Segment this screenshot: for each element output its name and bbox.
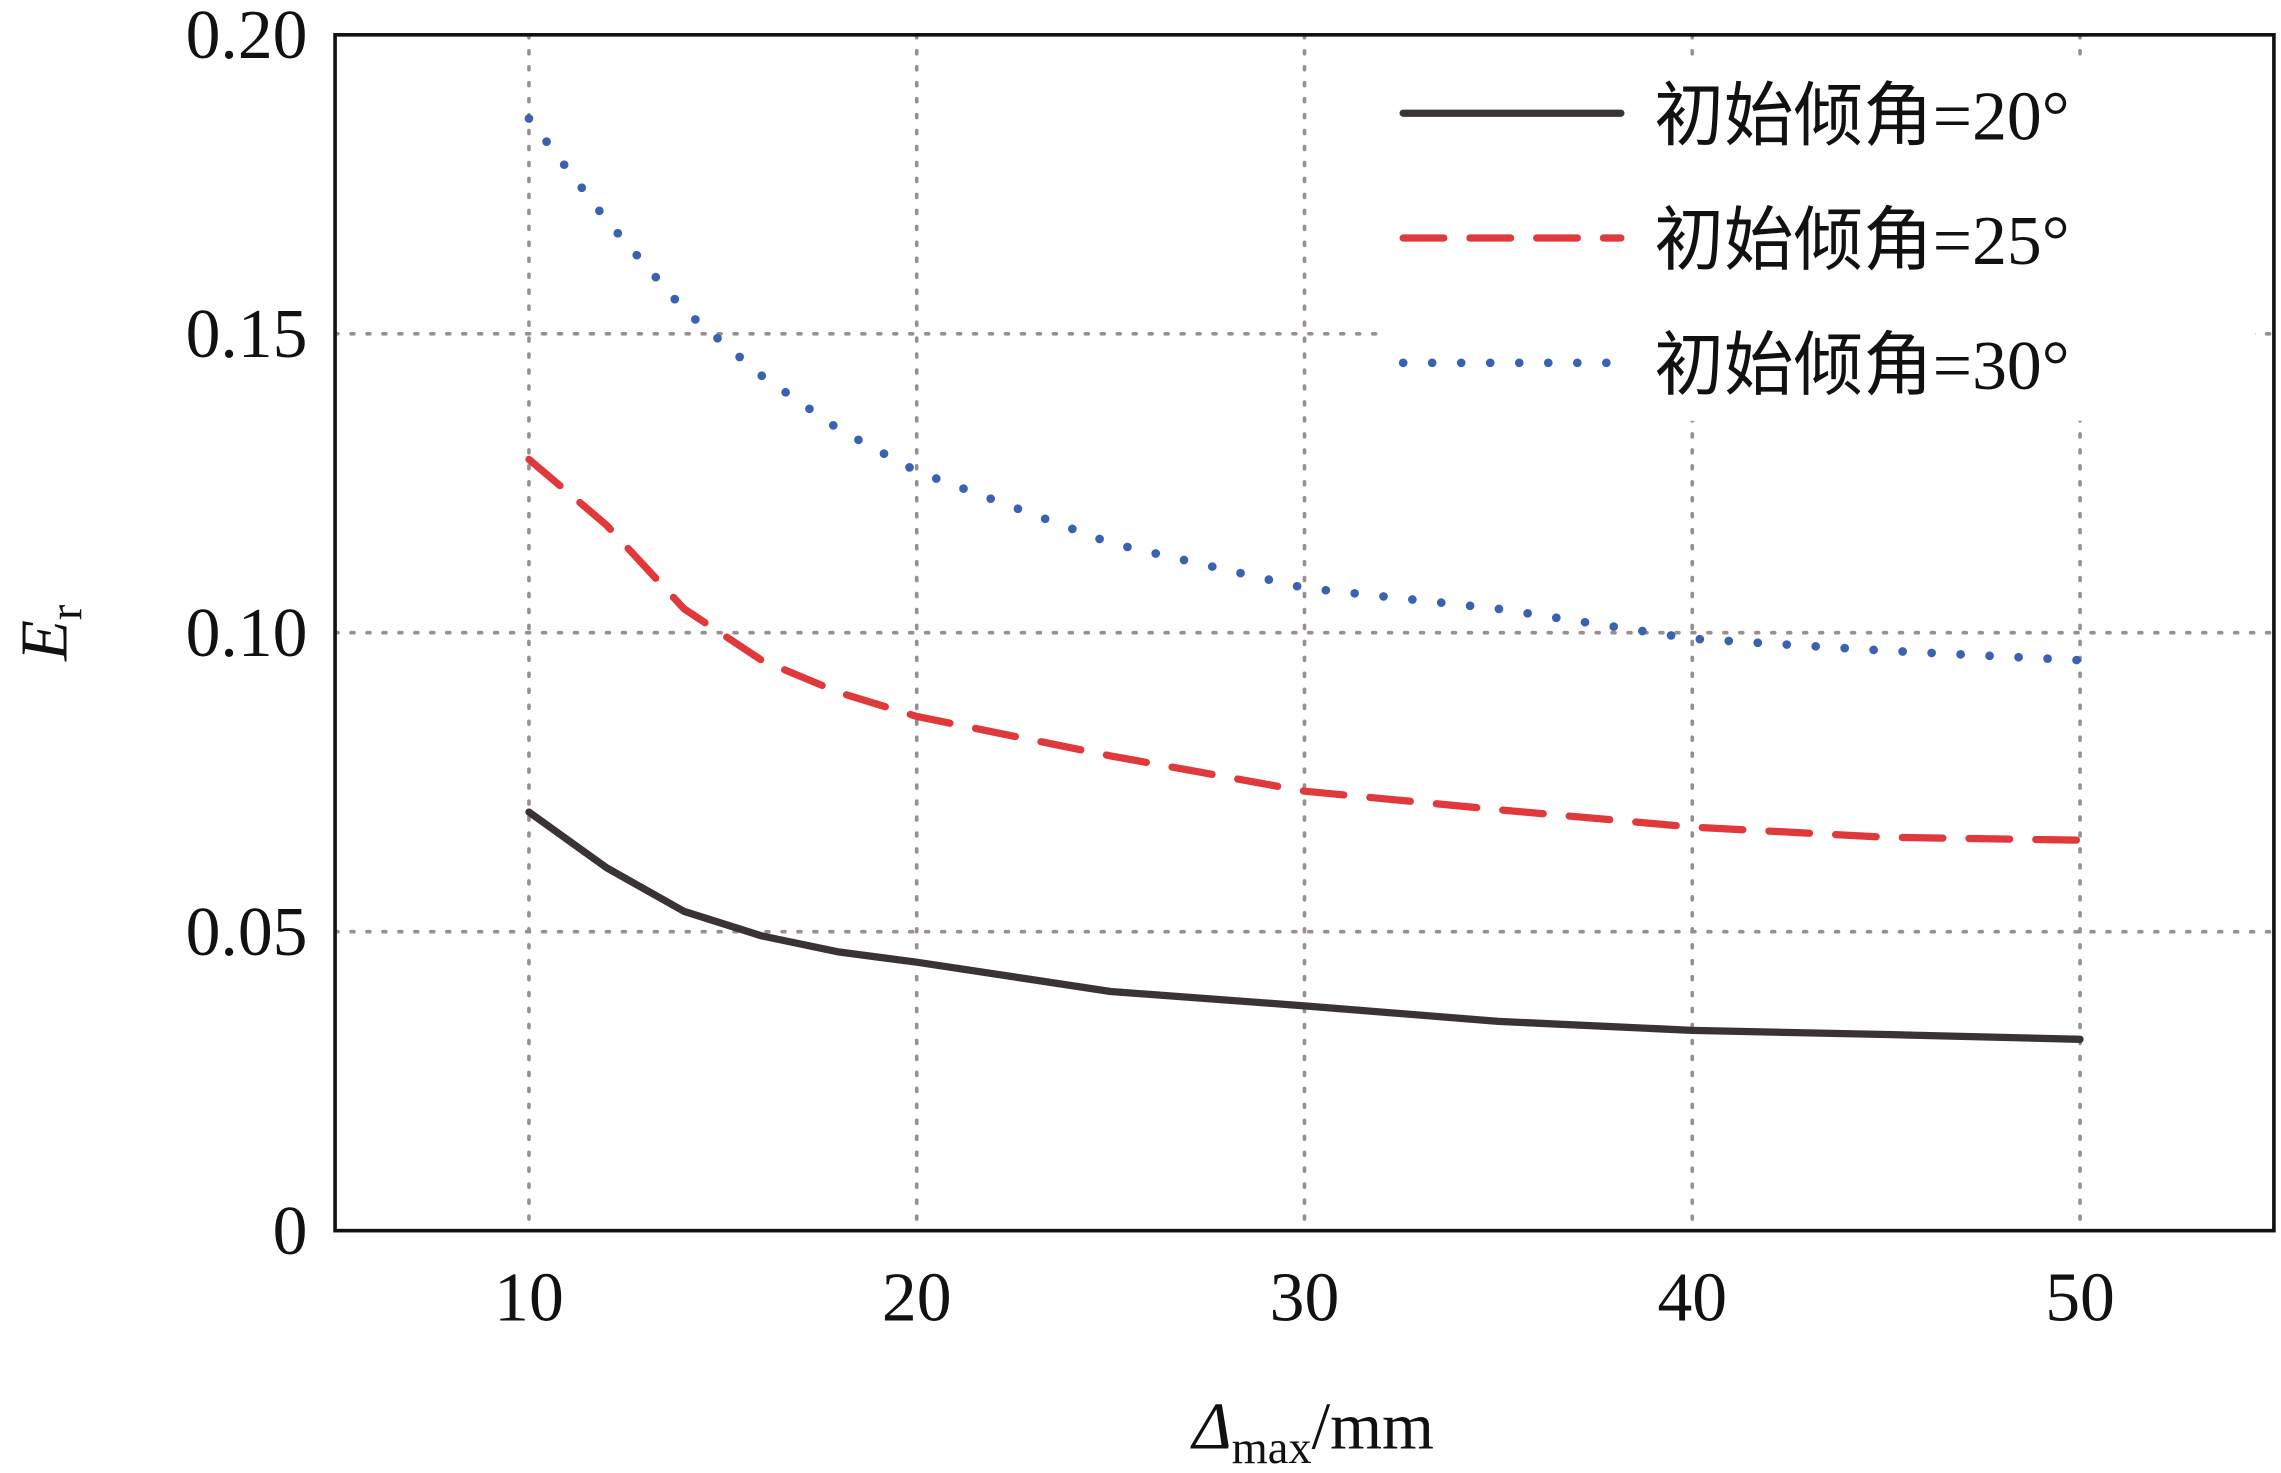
x-tick-label: 30 [1270, 1260, 1340, 1337]
x-tick-label: 40 [1657, 1260, 1727, 1337]
x-tick-label: 20 [882, 1260, 952, 1337]
y-tick-label: 0.15 [186, 296, 308, 373]
y-tick-label: 0.05 [186, 894, 308, 971]
x-axis-label: Δmax/mm [1189, 1390, 1434, 1473]
series-line-初始倾角=25° [525, 455, 2084, 844]
x-label-unit: /mm [1312, 1390, 1434, 1463]
y-label-symbol: E [9, 620, 82, 662]
x-tick-label: 50 [2045, 1260, 2115, 1337]
legend-label: 初始倾角=20° [1654, 78, 2069, 155]
y-axis-label: Er [9, 604, 93, 662]
legend: 初始倾角=20° 初始倾角=25° 初始倾角=30° [1384, 58, 2256, 421]
series-line-初始倾角=20° [525, 808, 2084, 1043]
x-tick-label: 10 [494, 1260, 564, 1337]
legend-label: 初始倾角=30° [1654, 328, 2069, 405]
x-label-sub: max [1232, 1423, 1312, 1473]
y-label-sub: r [41, 604, 92, 620]
series-line-初始倾角=30° [524, 114, 2085, 665]
y-tick-label: 0 [273, 1193, 308, 1270]
y-tick-label: 0.20 [186, 0, 308, 74]
series-lines [524, 114, 2085, 1043]
legend-background [1384, 58, 2256, 421]
plot-frame [333, 33, 2276, 1233]
x-label-symbol: Δ [1189, 1390, 1231, 1463]
tick-labels: 10 20 30 40 50 0 0.05 0.10 0.15 0.20 [186, 0, 2115, 1337]
legend-label: 初始倾角=25° [1654, 203, 2069, 280]
y-tick-label: 0.10 [186, 595, 308, 672]
